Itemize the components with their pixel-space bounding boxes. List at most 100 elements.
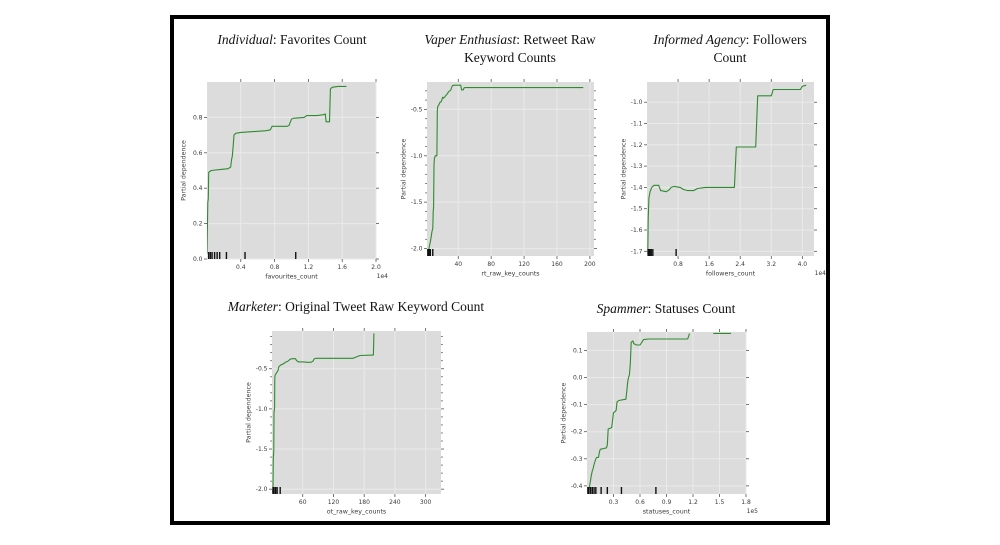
svg-text:180: 180 [358, 499, 370, 506]
svg-text:-0.5: -0.5 [411, 106, 423, 113]
svg-text:-0.3: -0.3 [571, 456, 583, 463]
gridlines [647, 82, 814, 256]
pd-line [427, 84, 584, 255]
svg-text:40: 40 [454, 261, 462, 268]
y-axis-label: Partial dependence [621, 139, 628, 200]
svg-text:0.4: 0.4 [236, 264, 246, 271]
svg-text:1.5: 1.5 [715, 499, 725, 506]
svg-text:-1.4: -1.4 [631, 184, 643, 191]
svg-text:80: 80 [487, 261, 495, 268]
pd-line [272, 333, 375, 493]
plot-title-line2: Keyword Counts [464, 49, 556, 65]
figure-frame: Individual: Favorites Count 0.4 0.8 1.2 1.6… [170, 15, 830, 525]
chart-spammer-statuses: 0.3 0.6 0.9 1.2 1.5 1.8 0.1 0.0 -0.1 -0.2 -0.3 -0.4… [561, 329, 759, 516]
svg-text:0.8: 0.8 [193, 114, 203, 121]
x-axis-label: favourites_count [265, 274, 318, 281]
plot-title-individual: Individual: Favorites Count [182, 31, 402, 49]
svg-text:240: 240 [389, 499, 401, 506]
svg-text:-0.2: -0.2 [571, 429, 583, 436]
svg-text:0.0: 0.0 [573, 375, 583, 382]
plot-title-italic: Vaper Enthusiast [424, 32, 517, 47]
svg-text:-2.0: -2.0 [411, 246, 423, 253]
svg-text:0.8: 0.8 [270, 264, 280, 271]
svg-text:0.1: 0.1 [573, 347, 583, 354]
svg-text:3.2: 3.2 [767, 261, 777, 268]
x-axis-label: statuses_count [643, 509, 691, 516]
plot-title-text: : Original Tweet Raw Keyword Count [278, 299, 485, 314]
gridlines [427, 82, 594, 256]
svg-text:-0.5: -0.5 [256, 366, 268, 373]
plot-title-line1: Vaper Enthusiast: Retweet Raw [400, 31, 620, 49]
svg-text:-1.6: -1.6 [631, 227, 643, 234]
x-axis-label: rt_raw_key_counts [481, 271, 539, 278]
svg-text:-2.0: -2.0 [256, 486, 268, 493]
svg-text:-1.7: -1.7 [631, 248, 643, 255]
svg-text:-1.3: -1.3 [631, 163, 643, 170]
plot-title-text: : Statuses Count [647, 301, 736, 316]
svg-text:60: 60 [299, 499, 307, 506]
rug-marks [272, 487, 281, 494]
svg-text:0.9: 0.9 [662, 499, 672, 506]
tick-labels: 60 120 180 240 300 -0.5 -1.0 -1.5 -2.0 [256, 366, 432, 506]
svg-text:0.0: 0.0 [193, 256, 203, 263]
svg-text:-1.1: -1.1 [631, 121, 643, 128]
plot-title-line1: Informed Agency: Followers [620, 31, 840, 49]
axis-offset-label: 1e4 [815, 270, 827, 277]
svg-text:-1.2: -1.2 [631, 142, 643, 149]
axis-ticks [644, 79, 817, 259]
svg-text:160: 160 [551, 261, 563, 268]
svg-text:0.6: 0.6 [635, 499, 645, 506]
plot-title-text: : Favorites Count [272, 32, 367, 47]
axis-offset-label: 1e5 [747, 508, 759, 515]
pd-line [647, 84, 807, 254]
plot-title-vaper-enthusiast: Vaper Enthusiast: Retweet Raw Keyword Co… [400, 31, 620, 66]
svg-text:0.8: 0.8 [673, 261, 683, 268]
svg-text:-0.4: -0.4 [571, 483, 583, 490]
svg-text:1.2: 1.2 [688, 499, 698, 506]
svg-text:-1.0: -1.0 [631, 99, 643, 106]
svg-text:2.0: 2.0 [371, 264, 381, 271]
plot-title-line2: Count [713, 49, 747, 65]
axis-ticks [269, 328, 444, 497]
svg-text:0.4: 0.4 [193, 185, 203, 192]
tick-labels: 40 80 120 160 200 -0.5 -1.0 -1.5 -2.0 [411, 106, 596, 268]
svg-text:4.0: 4.0 [798, 261, 808, 268]
x-axis-label: ot_raw_key_counts [327, 509, 386, 516]
plot-title-line1: Marketer: Original Tweet Raw Keyword Cou… [196, 298, 516, 316]
rug-marks [587, 487, 657, 494]
svg-text:1.6: 1.6 [337, 264, 347, 271]
svg-text:1.2: 1.2 [304, 264, 314, 271]
plot-title-informed-agency: Informed Agency: Followers Count [620, 31, 840, 66]
svg-text:120: 120 [328, 499, 340, 506]
svg-text:0.3: 0.3 [609, 499, 619, 506]
plot-area [272, 331, 441, 494]
tick-labels: 0.3 0.6 0.9 1.2 1.5 1.8 0.1 0.0 -0.1 -0.2 -0.3 -0.4 [571, 347, 751, 506]
svg-text:2.4: 2.4 [735, 261, 745, 268]
svg-text:300: 300 [420, 499, 432, 506]
axis-ticks [204, 79, 379, 262]
axis-ticks [424, 79, 597, 259]
svg-text:120: 120 [518, 261, 530, 268]
rug-marks [207, 252, 297, 259]
plot-area [647, 82, 814, 256]
svg-text:1.6: 1.6 [704, 261, 714, 268]
chart-individual-favorites: 0.4 0.8 1.2 1.6 2.0 0.0 0.2 0.4 0.6 0.8 1e4 favouri… [181, 79, 388, 281]
gridlines [587, 332, 747, 494]
rug-marks [647, 249, 677, 256]
chart-informed-agency-followers: 0.8 1.6 2.4 3.2 4.0 -1.0 -1.1 -1.2 -1.3 -1.4 -1.5 -… [621, 79, 827, 278]
y-axis-label: Partial dependence [401, 139, 408, 200]
svg-text:0.2: 0.2 [193, 221, 203, 228]
svg-text:-1.5: -1.5 [411, 199, 423, 206]
y-axis-label: Partial dependence [181, 140, 188, 201]
tick-labels: 0.4 0.8 1.2 1.6 2.0 0.0 0.2 0.4 0.6 0.8 [193, 114, 381, 271]
svg-text:1.8: 1.8 [741, 499, 751, 506]
y-axis-label: Partial dependence [561, 383, 568, 444]
plot-title-italic: Informed Agency [653, 32, 746, 47]
svg-text:-0.1: -0.1 [571, 402, 583, 409]
svg-text:-1.0: -1.0 [411, 153, 423, 160]
chart-vaper-rt-raw-keyword: 40 80 120 160 200 -0.5 -1.0 -1.5 -2.0 rt_raw_key_… [401, 79, 597, 278]
svg-text:0.6: 0.6 [193, 150, 203, 157]
pd-line [207, 85, 347, 254]
x-axis-label: followers_count [706, 271, 756, 278]
